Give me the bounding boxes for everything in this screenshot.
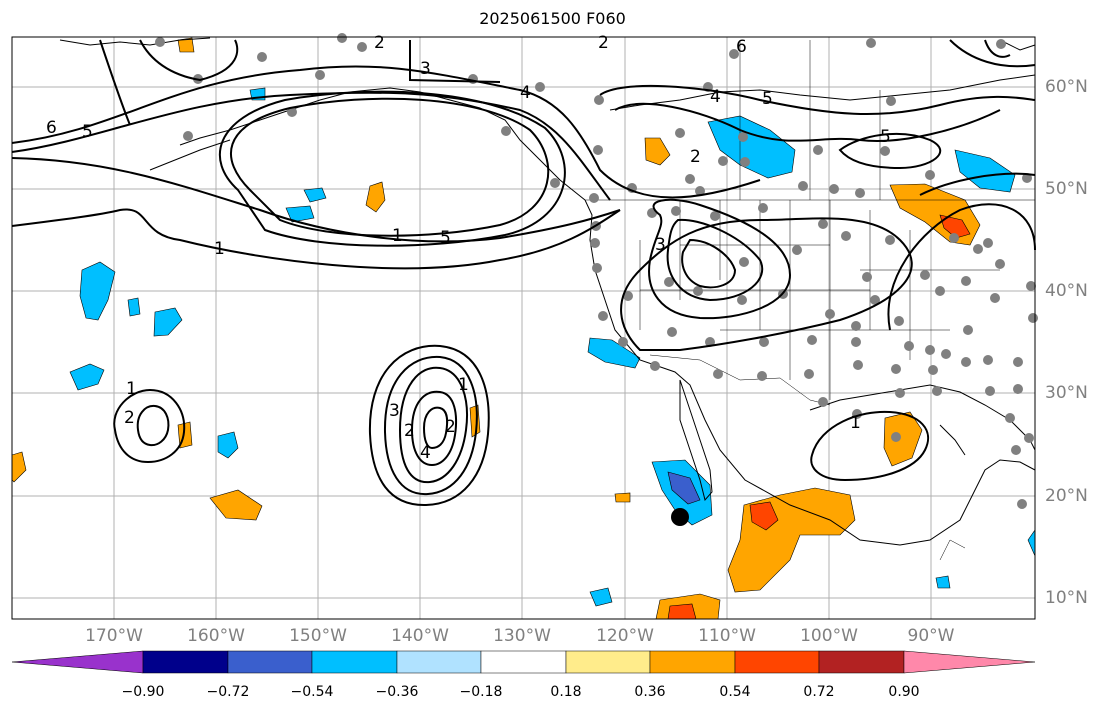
colorbar-segment [734, 650, 820, 674]
contour-label: 2 [445, 417, 456, 437]
colorbar-extend-low [11, 650, 144, 674]
colorbar-tick-label: 0.90 [888, 684, 920, 700]
negative-patch [153, 307, 183, 337]
colorbar [11, 650, 1036, 674]
lon-label: 90°W [907, 626, 955, 646]
lon-label: 140°W [391, 626, 449, 646]
colorbar-segment [649, 650, 736, 674]
contour-label: 3 [420, 59, 431, 79]
positive-patch [727, 487, 856, 593]
colorbar-tick-label: 0.72 [803, 684, 835, 700]
lon-label: 110°W [698, 626, 756, 646]
lat-label: 50°N [1045, 179, 1088, 199]
lon-label: 100°W [800, 626, 858, 646]
contour-label: 1 [850, 413, 861, 433]
contour-lines [11, 39, 1036, 507]
anomaly-shading [11, 37, 1036, 620]
contour-label: 5 [440, 228, 451, 248]
contour-label: 3 [389, 401, 400, 421]
graticule [12, 37, 1035, 619]
lat-label: 20°N [1045, 486, 1088, 506]
positive-patch [889, 183, 981, 246]
colorbar-tick-label: 0.36 [634, 684, 666, 700]
negative-patch [127, 297, 141, 317]
positive-patch [11, 451, 27, 483]
contour-label: 4 [420, 443, 431, 463]
contour-label: 4 [520, 83, 531, 103]
contour-label: 2 [598, 33, 609, 53]
contour-label: 1 [126, 379, 137, 399]
contour-label: 1 [458, 375, 469, 395]
lon-label: 130°W [493, 626, 551, 646]
negative-core [667, 471, 701, 505]
colorbar-segment [142, 650, 229, 674]
colorbar-segment [227, 650, 313, 674]
lat-label: 60°N [1045, 77, 1088, 97]
lon-label: 160°W [187, 626, 245, 646]
negative-patch [587, 337, 641, 369]
negative-patch [79, 261, 116, 321]
map-title: 2025061500 F060 [479, 9, 626, 28]
positive-patch [365, 181, 386, 213]
colorbar-extend-high [903, 650, 1036, 674]
lon-label: 150°W [289, 626, 347, 646]
colorbar-tick-label: −0.90 [121, 684, 165, 700]
positive-core [749, 501, 779, 531]
negative-patch [69, 363, 105, 391]
lat-label: 30°N [1045, 383, 1088, 403]
reference-marker [671, 508, 689, 526]
negative-patch [589, 587, 613, 607]
positive-core [939, 214, 971, 239]
contour-label: 2 [374, 33, 385, 53]
colorbar-segment [565, 650, 651, 674]
negative-patch [217, 431, 239, 459]
contour-labels: 2 2 3 4 5 6 5 6 5 1 5 2 4 3 1 2 1 2 3 2 … [46, 33, 891, 463]
map-frame [11, 36, 1036, 620]
positive-patch [883, 411, 923, 467]
negative-patch [935, 575, 951, 589]
negative-patch [954, 149, 1016, 193]
contour-label: 3 [655, 235, 666, 255]
colorbar-segment [818, 650, 905, 674]
contour-label: 5 [82, 122, 93, 142]
contour-label: 2 [690, 147, 701, 167]
contour-label: 2 [124, 408, 135, 428]
station-dots [155, 33, 1038, 509]
colorbar-segment [480, 650, 567, 674]
contour-label: 1 [214, 239, 225, 259]
lat-label: 10°N [1045, 588, 1088, 608]
positive-patch [614, 492, 631, 503]
positive-patch [644, 137, 671, 166]
colorbar-tick-label: −0.36 [375, 684, 419, 700]
positive-core [667, 603, 697, 620]
political-borders [585, 40, 1035, 561]
contour-label: 4 [710, 87, 721, 107]
lon-label: 170°W [85, 626, 143, 646]
negative-patch [303, 187, 327, 203]
contour-label: 1 [392, 226, 403, 246]
positive-patch [209, 489, 263, 521]
colorbar-tick-label: 0.54 [719, 684, 751, 700]
contour-label: 6 [736, 37, 747, 57]
negative-patch [1027, 529, 1036, 557]
contour-label: 2 [404, 421, 415, 441]
lat-label: 40°N [1045, 281, 1088, 301]
colorbar-tick-label: 0.18 [550, 684, 582, 700]
negative-patch [707, 115, 796, 179]
lon-label: 120°W [596, 626, 654, 646]
contour-label: 5 [880, 127, 891, 147]
colorbar-tick-label: −0.72 [206, 684, 250, 700]
contour-label: 6 [46, 118, 57, 138]
colorbar-segment [311, 650, 398, 674]
negative-patch [285, 205, 315, 223]
colorbar-tick-label: −0.54 [290, 684, 334, 700]
colorbar-segment [396, 650, 482, 674]
colorbar-tick-label: −0.18 [459, 684, 503, 700]
coastlines [59, 37, 1036, 546]
contour-label: 5 [762, 89, 773, 109]
positive-patch [177, 37, 195, 53]
